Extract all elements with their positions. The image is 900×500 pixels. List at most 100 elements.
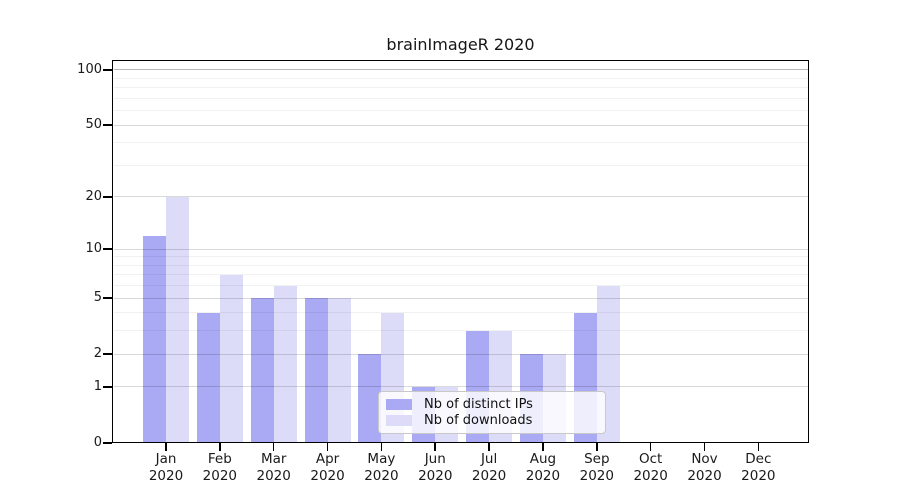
minor-gridline-40 (113, 142, 808, 144)
x-tick-mark-jun (434, 443, 437, 451)
x-tick-month: Aug (529, 451, 557, 467)
x-tick-year: 2020 (687, 468, 722, 484)
x-tick-year: 2020 (579, 468, 614, 484)
major-gridline-50 (113, 124, 808, 126)
x-tick-mark-sep (596, 443, 598, 451)
bar-downloads-jan (166, 196, 189, 443)
y-tick-label-1: 1 (93, 378, 102, 394)
y-tick-mark-0 (103, 442, 112, 444)
x-tick-year: 2020 (256, 468, 291, 484)
major-gridline-5 (113, 297, 808, 299)
x-tick-mark-jul (488, 443, 490, 451)
y-tick-label-20: 20 (85, 188, 102, 204)
x-tick-month: Apr (315, 451, 340, 467)
x-tick-label-aug: Aug 2020 (507, 451, 579, 485)
minor-gridline-6 (113, 285, 808, 287)
major-gridline-20 (113, 196, 808, 198)
x-tick-mark-aug (542, 443, 544, 451)
x-tick-label-mar: Mar 2020 (238, 451, 310, 485)
y-tick-mark-2 (103, 353, 112, 355)
chart-title: brainImageR 2020 (386, 35, 535, 54)
x-tick-label-jan: Jan 2020 (130, 451, 202, 485)
minor-gridline-7 (113, 274, 808, 276)
y-tick-mark-50 (103, 124, 112, 126)
y-tick-label-0: 0 (93, 435, 102, 450)
y-tick-mark-5 (103, 297, 112, 299)
minor-gridline-60 (113, 110, 808, 112)
minor-gridline-90 (113, 77, 808, 79)
minor-gridline-80 (113, 87, 808, 89)
minor-gridline-3 (113, 330, 808, 332)
x-tick-label-jul: Jul 2020 (453, 451, 525, 485)
y-tick-mark-20 (103, 196, 112, 198)
x-tick-label-apr: Apr 2020 (292, 451, 364, 485)
bar-distinct-ips-mar (250, 298, 274, 443)
y-tick-mark-100 (103, 68, 112, 71)
x-tick-year: 2020 (471, 468, 507, 484)
x-tick-year: 2020 (418, 468, 453, 484)
x-tick-month: Jun (424, 451, 446, 467)
x-tick-mark-feb (219, 443, 221, 451)
plot-area-border (112, 60, 809, 443)
legend-entry-distinct-ips: Nb of distinct IPs (386, 397, 597, 412)
bar-downloads-feb (219, 274, 243, 443)
legend-entry-downloads: Nb of downloads (386, 413, 597, 428)
minor-gridline-8 (113, 264, 808, 266)
legend: Nb of distinct IPs Nb of downloads (378, 391, 606, 434)
legend-label-downloads: Nb of downloads (424, 413, 533, 429)
x-tick-label-oct: Oct 2020 (615, 451, 687, 485)
y-tick-label-5: 5 (93, 290, 102, 306)
minor-gridline-4 (113, 312, 808, 314)
x-tick-mark-may (380, 443, 383, 451)
minor-gridline-30 (113, 164, 808, 166)
x-tick-mark-jan (165, 443, 167, 451)
major-gridline-10 (113, 248, 808, 250)
x-tick-label-may: May 2020 (345, 451, 417, 485)
x-tick-mark-dec (757, 443, 760, 451)
legend-label-distinct-ips: Nb of distinct IPs (424, 396, 533, 412)
x-tick-month: Jan (155, 451, 177, 467)
major-gridline-2 (113, 353, 808, 355)
x-tick-month: May (367, 451, 396, 467)
x-tick-mark-apr (326, 443, 329, 451)
x-tick-month: Sep (584, 451, 610, 467)
x-tick-year: 2020 (148, 468, 184, 484)
major-gridline-1 (113, 386, 808, 388)
y-tick-mark-10 (103, 248, 112, 250)
x-tick-mark-oct (649, 443, 652, 451)
x-tick-year: 2020 (741, 468, 776, 484)
x-tick-mark-nov (703, 443, 706, 451)
x-tick-month: Dec (745, 451, 772, 467)
x-tick-month: Oct (638, 451, 663, 467)
x-tick-label-feb: Feb 2020 (184, 451, 256, 485)
bar-distinct-ips-apr (304, 298, 328, 443)
legend-swatch-distinct-ips (386, 398, 412, 410)
y-tick-label-10: 10 (85, 241, 102, 257)
bar-distinct-ips-feb (196, 312, 220, 443)
y-tick-label-2: 2 (93, 346, 102, 362)
x-tick-year: 2020 (310, 468, 345, 484)
x-tick-label-dec: Dec 2020 (722, 451, 794, 485)
x-tick-month: Mar (260, 451, 287, 467)
x-tick-label-jun: Jun 2020 (399, 451, 471, 485)
y-tick-label-50: 50 (85, 117, 102, 133)
bar-downloads-apr (327, 298, 351, 443)
x-tick-year: 2020 (525, 468, 561, 484)
x-tick-year: 2020 (633, 468, 668, 484)
legend-swatch-downloads (386, 415, 412, 427)
x-tick-month: Nov (691, 451, 718, 467)
x-tick-month: Jul (480, 451, 498, 467)
x-tick-label-sep: Sep 2020 (561, 451, 633, 485)
minor-gridline-9 (113, 256, 808, 258)
y-tick-label-100: 100 (77, 61, 102, 77)
bar-downloads-mar (273, 285, 297, 443)
x-tick-month: Feb (207, 451, 232, 467)
x-tick-label-nov: Nov 2020 (669, 451, 741, 485)
x-tick-mark-mar (272, 443, 275, 451)
x-tick-year: 2020 (202, 468, 238, 484)
minor-gridline-70 (113, 97, 808, 99)
y-tick-mark-1 (103, 386, 112, 388)
x-tick-year: 2020 (364, 468, 399, 484)
bar-distinct-ips-jan (143, 235, 166, 443)
